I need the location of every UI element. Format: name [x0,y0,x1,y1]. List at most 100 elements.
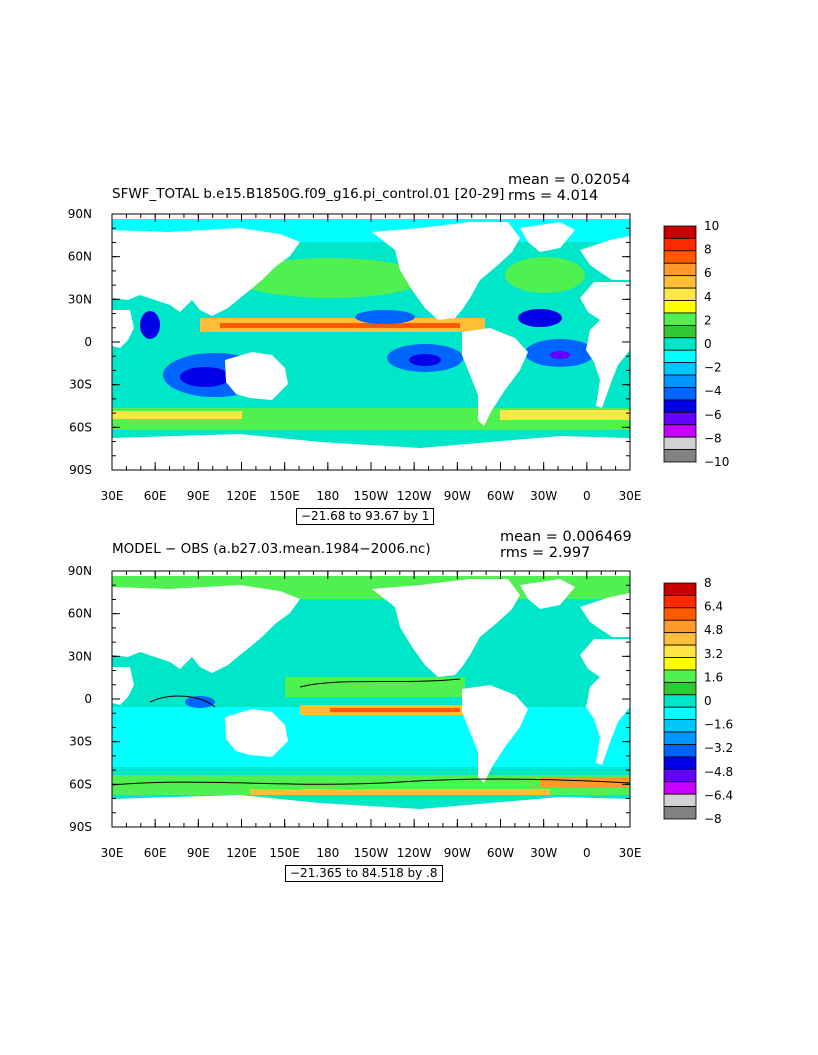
x-tick-label: 30W [530,489,557,503]
colorbar-box [663,424,697,438]
colorbar-box [663,436,697,450]
x-tick-label: 30E [619,846,642,860]
colorbar-label: 10 [704,219,719,233]
colorbar-box [663,619,697,634]
colorbar-box [663,806,697,820]
colorbar-label: 4.8 [704,623,723,637]
colorbar-box [663,719,697,733]
x-tick-label: 150W [354,846,389,860]
colorbar-box [663,362,697,376]
x-tick-label: 30E [101,489,124,503]
colorbar-box [663,225,697,239]
x-tick-label: 120E [226,846,257,860]
colorbar-label: 3.2 [704,647,723,661]
greenland [520,222,575,252]
y-tick-label: 60S [69,777,92,791]
colorbar-label: 2 [704,313,712,327]
ocean-light-band [112,707,630,767]
south-america [462,685,528,783]
x-tick-label: 150E [269,489,300,503]
colorbar-box [663,781,697,795]
southern-orange-band [250,789,550,795]
eurasia [112,585,300,673]
antarctica [112,434,630,470]
colorbar-box [663,756,697,770]
australia [225,709,288,757]
x-tick-marks [111,214,631,470]
colorbar-box [663,669,697,683]
atlantic-low-core [550,351,570,359]
indian-low [185,696,215,708]
y-tick-label: 0 [84,692,92,706]
colorbar-box [663,644,697,658]
colorbar-box [663,300,697,314]
colorbar [663,582,697,820]
map-panel-1: mean = 0.02054 rms = 4.014 SFWF_TOTAL b.… [0,170,818,530]
zero-contour [111,778,631,786]
y-tick-label: 30S [69,378,92,392]
colorbar-box [663,744,697,758]
zero-contour [149,695,216,708]
natlantic-low [518,309,562,327]
colorbar-label: 8 [704,576,712,590]
map-panel-2: mean = 0.006469 rms = 2.997 MODEL − OBS … [0,527,818,887]
colorbar-label: −6 [704,408,722,422]
colorbar-box [663,595,697,609]
south-america [462,328,528,426]
colorbar-box [663,287,697,301]
australia [225,352,288,400]
africa [580,639,630,765]
x-tick-label: 90E [187,846,210,860]
mean-label: mean = 0.02054 [508,172,631,188]
x-tick-label: 90E [187,489,210,503]
atlantic-green-band [505,257,585,293]
map-figure: 90N 60N 30N 0 30S 60S 90S 30E 60E 90E 120E 150E 180… [68,564,733,860]
colorbar-box [663,250,697,264]
y-tick-label: 90N [68,207,92,221]
north-america [372,579,520,677]
x-tick-label: 60E [144,489,167,503]
npacific-low [355,310,415,324]
y-tick-label: 60N [68,250,92,264]
x-tick-label: 0 [583,846,591,860]
zero-contour [299,678,461,688]
x-tick-label: 0 [583,489,591,503]
x-tick-label: 120W [397,846,432,860]
x-tick-label: 60E [144,846,167,860]
y-tick-marks [112,570,630,828]
rms-label: rms = 2.997 [500,545,591,561]
x-tick-label: 180 [316,489,339,503]
colorbar-label: 6 [704,266,712,280]
europe [580,593,630,637]
africa-west [112,667,134,705]
colorbar-box [663,275,697,289]
colorbar-label: −3.2 [704,741,733,755]
colorbar-label: −2 [704,361,722,375]
colorbar-box [663,312,697,326]
colorbar-box [663,632,697,646]
x-tick-label: 120W [397,489,432,503]
indian-low-core [180,367,230,387]
colorbar [663,225,697,463]
eurasia [112,228,300,316]
x-tick-label: 150W [354,489,389,503]
colorbar-label: 4 [704,290,712,304]
y-tick-label: 60N [68,607,92,621]
itcz-band [220,323,460,328]
colorbar-label: −8 [704,431,722,445]
colorbar-box [663,607,697,621]
colorbar-label: 0 [704,337,712,351]
colorbar-label: −8 [704,812,722,826]
colorbar-labels: 10 8 6 4 2 0 −2 −4 −6 −8 −10 [704,219,729,469]
southern-yellow-band [112,411,242,419]
y-tick-labels: 90N 60N 30N 0 30S 60S 90S [68,207,92,477]
y-tick-label: 30N [68,649,92,663]
north-america [372,222,520,320]
y-tick-label: 60S [69,420,92,434]
x-tick-label: 90W [444,846,471,860]
y-tick-label: 0 [84,335,92,349]
y-tick-label: 90S [69,820,92,834]
y-tick-label: 90S [69,463,92,477]
africa-west [112,310,134,348]
colorbar-label: −4 [704,384,722,398]
